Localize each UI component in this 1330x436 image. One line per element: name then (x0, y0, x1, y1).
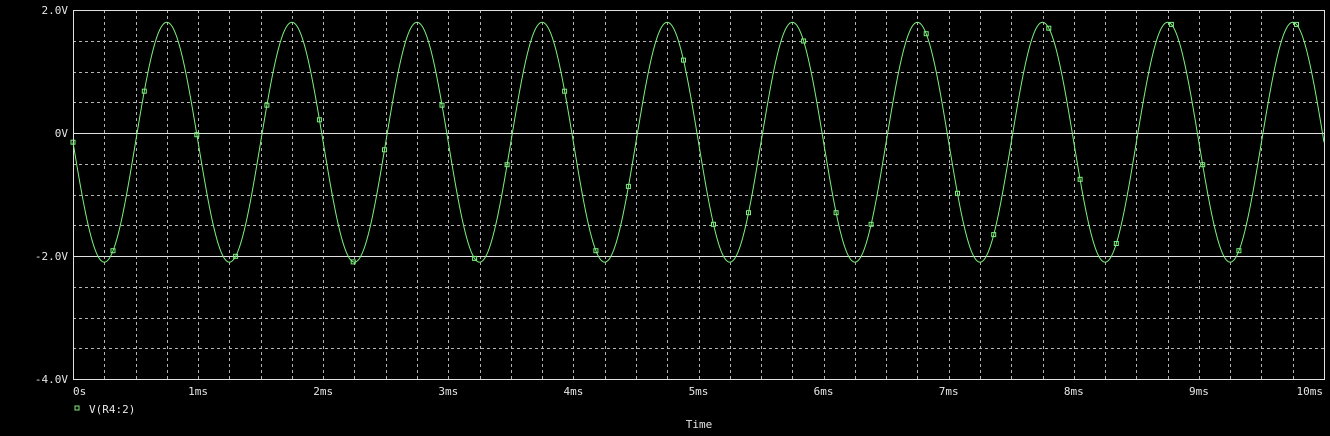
trace-marker (472, 255, 478, 261)
plot-border (73, 10, 1325, 380)
trace-marker (141, 88, 147, 94)
trace-marker (110, 248, 116, 254)
trace-marker (1046, 25, 1052, 31)
x-tick-label: 2ms (313, 385, 333, 398)
x-tick-label: 9ms (1189, 385, 1209, 398)
trace-marker (439, 102, 445, 108)
trace-marker (1077, 176, 1083, 182)
trace-marker (711, 221, 716, 227)
plot-frame (73, 10, 1325, 380)
trace-marker (625, 183, 631, 189)
trace-marker (868, 221, 874, 227)
trace-marker (350, 259, 356, 265)
x-tick-label: 3ms (438, 385, 458, 398)
trace-marker (382, 147, 387, 153)
trace-v-r4-2 (72, 21, 1325, 263)
trace-marker (504, 162, 510, 168)
legend-label: V(R4:2) (89, 403, 135, 416)
grid-lines (73, 10, 1324, 379)
y-tick-label: 2.0V (42, 4, 69, 17)
x-tick-label: 8ms (1064, 385, 1084, 398)
x-tick-label: 5ms (689, 385, 709, 398)
x-tick-labels: 0s 1ms 2ms 3ms 4ms 5ms 6ms 7ms 8ms 9ms 10ms (73, 385, 1323, 398)
trace-marker (991, 232, 997, 238)
trace-marker (833, 210, 839, 216)
trace-marker (801, 38, 807, 44)
x-axis-label: Time (686, 418, 713, 431)
trace-marker (70, 139, 76, 145)
legend: V(R4:2) (74, 403, 135, 416)
y-tick-labels: 2.0V 0V -2.0V -4.0V (35, 4, 68, 386)
trace-marker (1168, 21, 1174, 27)
trace-marker (1236, 248, 1242, 254)
trace-marker (1200, 162, 1206, 168)
y-tick-label: 0V (55, 127, 69, 140)
trace-marker (923, 31, 929, 37)
trace-marker (194, 132, 200, 138)
x-tick-label: 1ms (188, 385, 208, 398)
trace-marker (593, 248, 599, 254)
trace-marker (1113, 241, 1119, 246)
x-tick-label: 7ms (939, 385, 959, 398)
trace-marker (562, 88, 568, 94)
trace-marker (233, 253, 239, 259)
trace-marker (1294, 21, 1299, 27)
x-tick-label: 4ms (563, 385, 583, 398)
trace-marker (955, 190, 960, 196)
trace-marker (264, 102, 270, 108)
x-tick-label: 10ms (1297, 385, 1324, 398)
trace-markers (70, 21, 1299, 265)
y-tick-label: -2.0V (35, 250, 68, 263)
trace-marker (316, 117, 322, 123)
y-tick-label: -4.0V (35, 373, 68, 386)
trace-marker (746, 210, 751, 216)
x-tick-label: 6ms (814, 385, 834, 398)
x-tick-label: 0s (73, 385, 86, 398)
trace-marker (681, 57, 686, 63)
legend-marker-icon (74, 405, 80, 411)
trace-line (72, 21, 1325, 263)
